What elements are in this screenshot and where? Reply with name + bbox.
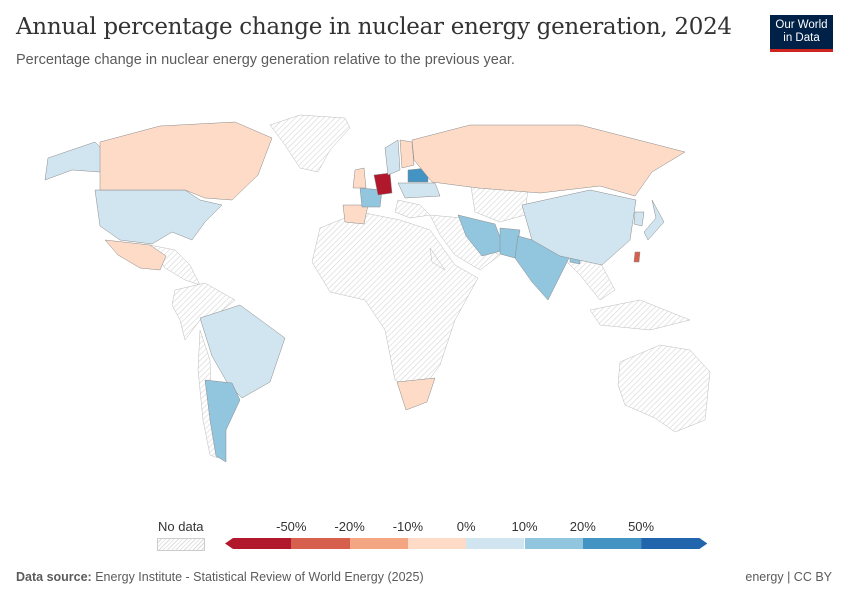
source-link[interactable]: Energy Institute - Statistical Review of… <box>95 570 424 584</box>
legend-tick: 10% <box>511 519 538 534</box>
legend-no-data-label: No data <box>158 519 204 534</box>
owid-logo[interactable]: Our World in Data <box>770 15 833 52</box>
legend-bin-7[interactable] <box>641 538 707 549</box>
country-china[interactable] <box>521 189 637 266</box>
legend-bin-2[interactable] <box>349 538 408 549</box>
no-data-region[interactable] <box>589 299 691 331</box>
legend-bin-4[interactable] <box>466 538 525 549</box>
legend: No data -50% -20% -10% 0% 10% 20% 50% <box>0 515 850 555</box>
country-south-africa[interactable] <box>396 377 436 411</box>
country-mexico[interactable] <box>104 239 167 271</box>
legend-bin-1[interactable] <box>291 538 350 549</box>
legend-bin-0[interactable] <box>225 538 292 549</box>
country-taiwan[interactable] <box>633 251 641 263</box>
country-russia[interactable] <box>411 124 686 197</box>
country-finland[interactable] <box>399 139 415 169</box>
country-united-states[interactable] <box>94 189 223 245</box>
country-sweden[interactable] <box>384 139 401 176</box>
country-spain[interactable] <box>342 204 369 225</box>
legend-tick: -20% <box>334 519 365 534</box>
country-france[interactable] <box>359 187 383 208</box>
chart-title: Annual percentage change in nuclear ener… <box>16 14 732 40</box>
legend-tick: 0% <box>456 519 476 534</box>
legend-tick: -50% <box>276 519 307 534</box>
country-south-korea[interactable] <box>633 211 645 227</box>
no-data-region[interactable] <box>429 247 446 271</box>
legend-bin-5[interactable] <box>524 538 583 549</box>
no-data-region[interactable] <box>311 211 479 393</box>
logo-line2: in Data <box>783 32 820 44</box>
country-germany[interactable] <box>373 172 393 196</box>
legend-tick: 50% <box>628 519 655 534</box>
legend-no-data-swatch[interactable] <box>157 538 205 551</box>
no-data-region[interactable] <box>394 199 431 219</box>
source-label: Data source: <box>16 570 92 584</box>
no-data-region[interactable] <box>171 282 236 341</box>
country-argentina[interactable] <box>204 379 241 463</box>
logo-line1: Our World <box>775 19 828 31</box>
country-brazil[interactable] <box>199 304 286 399</box>
country-ukraine[interactable] <box>397 182 441 199</box>
country-japan[interactable] <box>643 199 665 241</box>
country-united-states[interactable] <box>44 141 106 181</box>
legend-bin-3[interactable] <box>407 538 467 549</box>
country-canada[interactable] <box>99 121 273 201</box>
world-map[interactable] <box>0 90 850 510</box>
country-iran[interactable] <box>457 214 506 257</box>
legend-bin-6[interactable] <box>582 538 642 549</box>
legend-tick: 20% <box>569 519 596 534</box>
country-united-kingdom[interactable] <box>352 167 367 189</box>
legend-tick: -10% <box>392 519 424 534</box>
footer-license[interactable]: energy | CC BY <box>745 570 832 584</box>
no-data-region[interactable] <box>269 114 351 173</box>
no-data-region[interactable] <box>617 344 711 433</box>
data-source: Data source: Energy Institute - Statisti… <box>16 570 424 584</box>
chart-subtitle: Percentage change in nuclear energy gene… <box>16 52 515 68</box>
